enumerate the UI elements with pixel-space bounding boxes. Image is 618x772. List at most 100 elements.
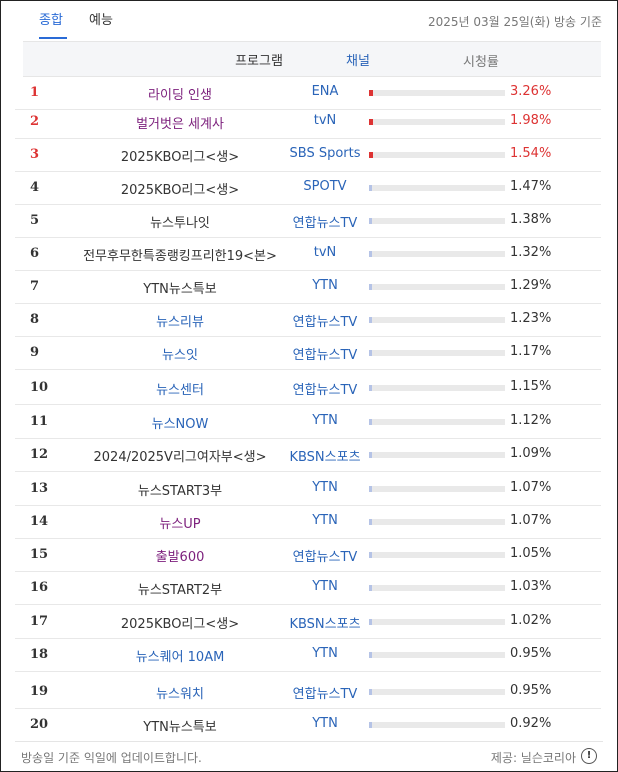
rank-number: 12	[30, 447, 49, 462]
rating-bar	[369, 585, 505, 591]
program-name[interactable]: YTN뉴스특보	[143, 720, 217, 735]
table-row[interactable]: 2 벌거벗은 세계사 tvN 1.98%	[15, 105, 601, 139]
program-name[interactable]: 뉴스워치	[156, 687, 204, 702]
rank-number: 18	[30, 647, 49, 662]
rating-value: 1.09%	[510, 446, 552, 461]
program-name[interactable]: 뉴스센터	[156, 383, 204, 398]
category-tabs: 종합 예능	[27, 1, 123, 41]
program-name[interactable]: 뉴스퀘어 10AM	[135, 650, 225, 665]
table-row[interactable]: 6 전무후무한특종랭킹프리한19<본> tvN 1.32%	[15, 237, 601, 271]
channel-name[interactable]: KBSN스포츠	[289, 617, 361, 632]
channel-name[interactable]: YTN	[312, 278, 338, 293]
program-name[interactable]: 2025KBO리그<생>	[120, 150, 240, 165]
program-name[interactable]: 2025KBO리그<생>	[120, 183, 240, 198]
rating-bar	[369, 652, 505, 658]
table-row[interactable]: 12 2024/2025V리그여자부<생> KBSN스포츠 1.09%	[15, 438, 601, 472]
table-header: 프로그램 채널 시청률	[23, 41, 601, 77]
program-name[interactable]: 뉴스잇	[162, 348, 198, 363]
table-row[interactable]: 11 뉴스NOW YTN 1.12%	[15, 405, 601, 439]
program-name[interactable]: 뉴스UP	[159, 517, 201, 532]
table-row[interactable]: 16 뉴스START2부 YTN 1.03%	[15, 571, 601, 605]
channel-name[interactable]: 연합뉴스TV	[292, 550, 358, 565]
rating-value: 1.05%	[510, 546, 552, 561]
program-name[interactable]: YTN뉴스특보	[143, 282, 217, 297]
program-name[interactable]: 2024/2025V리그여자부<생>	[93, 450, 267, 465]
channel-name[interactable]: 연합뉴스TV	[292, 348, 358, 363]
rating-bar	[369, 419, 505, 425]
program-name[interactable]: 출발600	[155, 550, 205, 565]
program-name[interactable]: 전무후무한특종랭킹프리한19<본>	[83, 249, 277, 264]
rank-number: 7	[30, 279, 40, 294]
footer-divider	[15, 741, 603, 742]
table-row[interactable]: 1 라이딩 인생 ENA 3.26%	[15, 76, 601, 110]
rating-bar	[369, 452, 505, 458]
channel-name[interactable]: ENA	[311, 84, 339, 99]
program-name[interactable]: 벌거벗은 세계사	[136, 117, 224, 132]
table-row[interactable]: 7 YTN뉴스특보 YTN 1.29%	[15, 270, 601, 304]
channel-name[interactable]: tvN	[313, 113, 337, 128]
table-row[interactable]: 18 뉴스퀘어 10AM YTN 0.95%	[15, 638, 601, 672]
table-row[interactable]: 15 출발600 연합뉴스TV 1.05%	[15, 538, 601, 572]
rating-value: 1.38%	[510, 212, 552, 227]
channel-name[interactable]: YTN	[312, 646, 338, 661]
rank-number: 19	[30, 684, 49, 699]
channel-name[interactable]: YTN	[312, 413, 338, 428]
channel-name[interactable]: YTN	[312, 480, 338, 495]
program-name[interactable]: 뉴스START2부	[137, 583, 223, 598]
rating-bar-fill	[369, 350, 372, 356]
program-name[interactable]: 뉴스NOW	[151, 417, 209, 432]
table-row[interactable]: 20 YTN뉴스특보 YTN 0.92%	[15, 708, 601, 742]
channel-name[interactable]: YTN	[312, 513, 338, 528]
channel-name[interactable]: YTN	[312, 579, 338, 594]
table-row[interactable]: 14 뉴스UP YTN 1.07%	[15, 505, 601, 539]
table-row[interactable]: 4 2025KBO리그<생> SPOTV 1.47%	[15, 171, 601, 205]
rank-number: 3	[30, 147, 40, 162]
table-row[interactable]: 13 뉴스START3부 YTN 1.07%	[15, 472, 601, 506]
channel-name[interactable]: YTN	[312, 716, 338, 731]
channel-name[interactable]: SPOTV	[303, 179, 347, 194]
table-row[interactable]: 10 뉴스센터 연합뉴스TV 1.15%	[15, 371, 601, 405]
channel-name[interactable]: SBS Sports	[289, 146, 361, 161]
rank-number: 6	[30, 246, 40, 261]
channel-name[interactable]: 연합뉴스TV	[292, 383, 358, 398]
channel-name[interactable]: tvN	[313, 245, 337, 260]
program-name[interactable]: 뉴스리뷰	[156, 315, 204, 330]
rating-bar	[369, 251, 505, 257]
table-row[interactable]: 3 2025KBO리그<생> SBS Sports 1.54%	[15, 138, 601, 172]
rank-number: 15	[30, 547, 49, 562]
rating-value: 1.23%	[510, 311, 552, 326]
rank-number: 11	[30, 414, 49, 429]
channel-name[interactable]: KBSN스포츠	[289, 450, 361, 465]
rating-value: 0.92%	[510, 716, 552, 731]
rating-value: 1.29%	[510, 278, 552, 293]
table-row[interactable]: 19 뉴스워치 연합뉴스TV 0.95%	[15, 675, 601, 709]
rating-value: 1.32%	[510, 245, 552, 260]
rank-number: 5	[30, 213, 40, 228]
rank-number: 17	[30, 614, 49, 629]
rating-bar-fill	[369, 90, 373, 96]
rating-value: 1.98%	[510, 113, 552, 128]
channel-name[interactable]: 연합뉴스TV	[292, 315, 358, 330]
rating-bar-fill	[369, 218, 372, 224]
rating-bar	[369, 185, 505, 191]
rating-value: 1.07%	[510, 513, 552, 528]
info-icon[interactable]: !	[581, 748, 597, 764]
rating-value: 1.17%	[510, 344, 552, 359]
active-tab-indicator	[39, 37, 67, 39]
program-name[interactable]: 2025KBO리그<생>	[120, 617, 240, 632]
table-row[interactable]: 5 뉴스투나잇 연합뉴스TV 1.38%	[15, 204, 601, 238]
channel-name[interactable]: 연합뉴스TV	[292, 687, 358, 702]
rating-bar-fill	[369, 585, 372, 591]
rank-number: 4	[30, 180, 40, 195]
program-name[interactable]: 뉴스START3부	[137, 484, 223, 499]
program-name[interactable]: 뉴스투나잇	[150, 216, 210, 231]
table-row[interactable]: 9 뉴스잇 연합뉴스TV 1.17%	[15, 336, 601, 370]
rating-bar	[369, 519, 505, 525]
channel-name[interactable]: 연합뉴스TV	[292, 216, 358, 231]
program-name[interactable]: 라이딩 인생	[148, 88, 212, 103]
rating-bar	[369, 552, 505, 558]
tab-overall[interactable]: 종합	[39, 13, 63, 28]
table-row[interactable]: 8 뉴스리뷰 연합뉴스TV 1.23%	[15, 303, 601, 337]
table-row[interactable]: 17 2025KBO리그<생> KBSN스포츠 1.02%	[15, 605, 601, 639]
tab-entertainment[interactable]: 예능	[89, 13, 113, 28]
